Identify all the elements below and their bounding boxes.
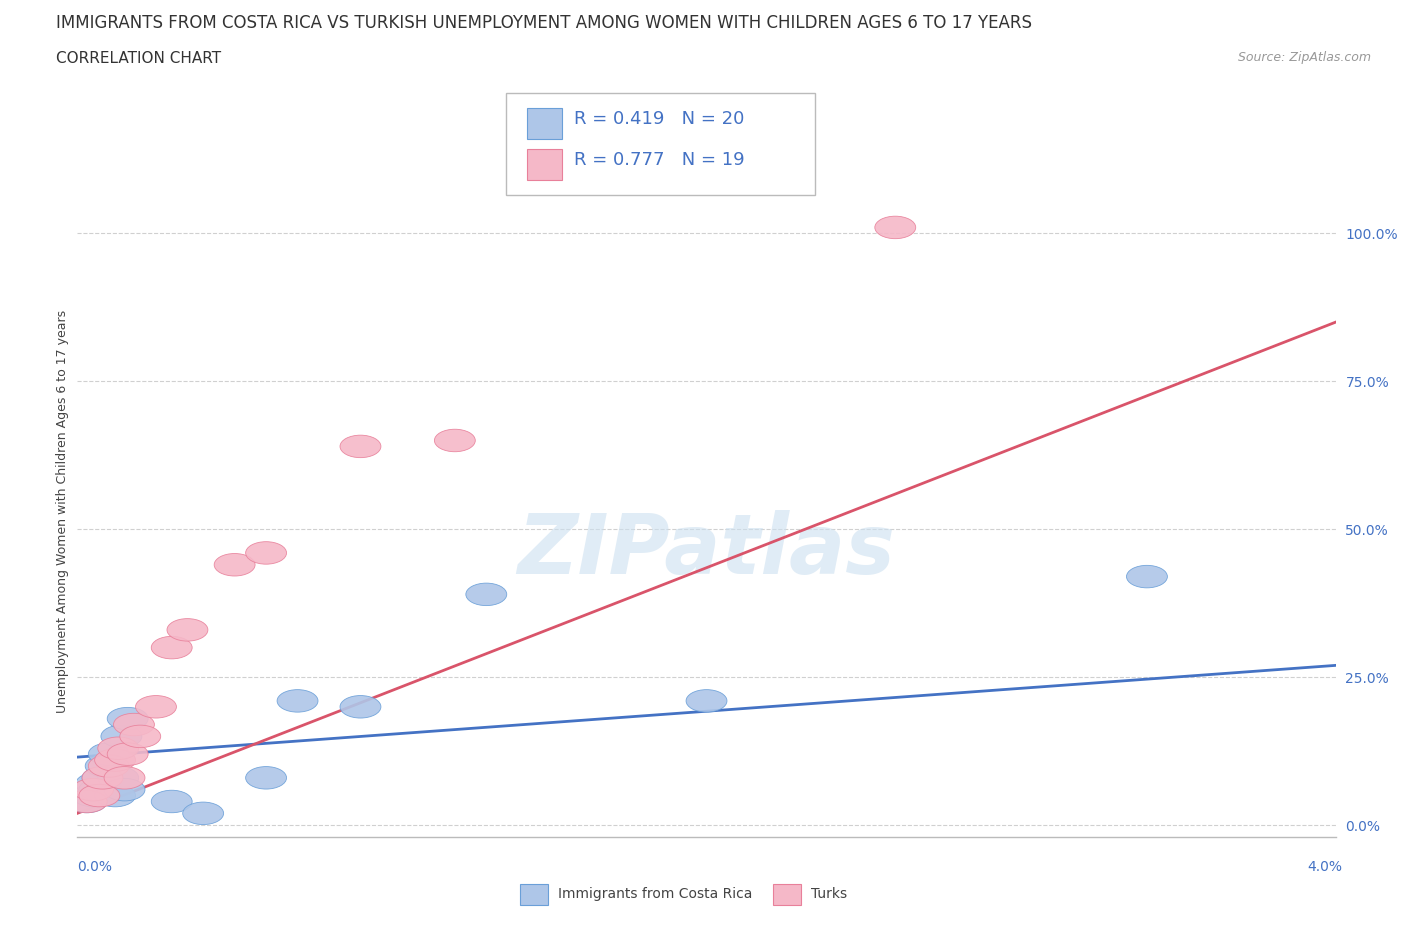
Ellipse shape: [82, 766, 122, 789]
Ellipse shape: [66, 790, 107, 813]
Ellipse shape: [875, 216, 915, 239]
Ellipse shape: [73, 778, 114, 801]
Ellipse shape: [686, 690, 727, 712]
Text: 0.0%: 0.0%: [77, 860, 112, 874]
Ellipse shape: [120, 725, 160, 748]
Ellipse shape: [73, 784, 114, 807]
Ellipse shape: [340, 435, 381, 458]
Ellipse shape: [104, 766, 145, 789]
Ellipse shape: [114, 713, 155, 736]
Ellipse shape: [89, 755, 129, 777]
Ellipse shape: [135, 696, 176, 718]
Text: Turks: Turks: [811, 886, 848, 901]
Ellipse shape: [246, 766, 287, 789]
Ellipse shape: [434, 430, 475, 452]
Ellipse shape: [465, 583, 506, 605]
Ellipse shape: [76, 773, 117, 795]
Ellipse shape: [183, 802, 224, 825]
Ellipse shape: [79, 778, 120, 801]
Ellipse shape: [104, 778, 145, 801]
Text: Source: ZipAtlas.com: Source: ZipAtlas.com: [1237, 51, 1371, 64]
Text: CORRELATION CHART: CORRELATION CHART: [56, 51, 221, 66]
Ellipse shape: [98, 737, 139, 760]
Ellipse shape: [340, 696, 381, 718]
Ellipse shape: [101, 725, 142, 748]
Text: 4.0%: 4.0%: [1308, 860, 1343, 874]
Ellipse shape: [107, 708, 148, 730]
Ellipse shape: [89, 743, 129, 765]
Ellipse shape: [152, 636, 193, 658]
Ellipse shape: [1126, 565, 1167, 588]
Y-axis label: Unemployment Among Women with Children Ages 6 to 17 years: Unemployment Among Women with Children A…: [56, 310, 69, 713]
Ellipse shape: [167, 618, 208, 641]
Ellipse shape: [94, 784, 135, 807]
Ellipse shape: [107, 743, 148, 765]
Text: R = 0.419   N = 20: R = 0.419 N = 20: [574, 110, 744, 128]
Ellipse shape: [246, 541, 287, 565]
Text: IMMIGRANTS FROM COSTA RICA VS TURKISH UNEMPLOYMENT AMONG WOMEN WITH CHILDREN AGE: IMMIGRANTS FROM COSTA RICA VS TURKISH UN…: [56, 14, 1032, 32]
Text: ZIPatlas: ZIPatlas: [517, 510, 896, 591]
Ellipse shape: [82, 766, 122, 789]
Ellipse shape: [86, 755, 127, 777]
Text: Immigrants from Costa Rica: Immigrants from Costa Rica: [558, 886, 752, 901]
Ellipse shape: [79, 784, 120, 807]
Text: R = 0.777   N = 19: R = 0.777 N = 19: [574, 151, 744, 169]
Ellipse shape: [277, 690, 318, 712]
Ellipse shape: [152, 790, 193, 813]
Ellipse shape: [94, 749, 135, 771]
Ellipse shape: [214, 553, 254, 576]
Ellipse shape: [98, 766, 139, 789]
Ellipse shape: [66, 790, 107, 813]
